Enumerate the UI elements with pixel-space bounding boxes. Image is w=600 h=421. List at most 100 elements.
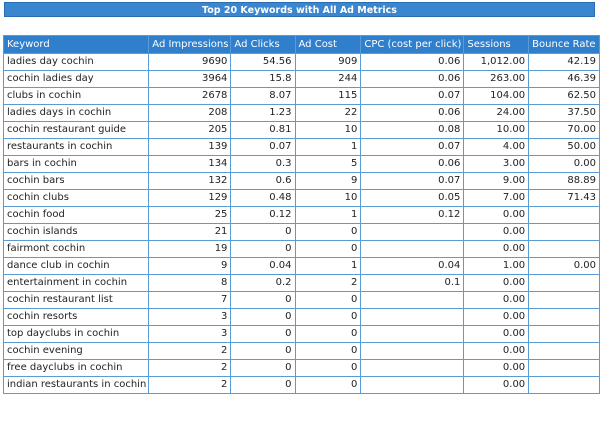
cpc-cell: 0.04 [360, 257, 465, 275]
keywords-table: Keyword Ad Impressions Ad Clicks Ad Cost… [2, 35, 600, 394]
cpc-cell: 0.1 [360, 274, 465, 292]
ad-clicks-cell: 0.04 [230, 257, 296, 275]
cpc-cell: 0.07 [360, 138, 465, 156]
table-row: cochin islands 21 0 0 0.00 [2, 223, 600, 241]
column-header-cpc: CPC (cost per click) [360, 35, 465, 54]
ad-impressions-cell: 3 [148, 325, 232, 343]
cpc-cell: 0.06 [360, 53, 465, 71]
bounce-rate-cell: 46.39 [528, 70, 600, 88]
sessions-cell: 0.00 [463, 359, 530, 377]
cpc-cell [360, 240, 465, 258]
bounce-rate-cell: 71.43 [528, 189, 600, 207]
column-header-bounce-rate: Bounce Rate [528, 35, 600, 54]
bounce-rate-cell: 88.89 [528, 172, 600, 190]
table-row: dance club in cochin 9 0.04 1 0.04 1.00 0.00 [2, 257, 600, 275]
sessions-cell: 0.00 [463, 206, 530, 224]
bounce-rate-cell: 42.19 [528, 53, 600, 71]
table-row: indian restaurants in cochin 2 0 0 0.00 [2, 376, 600, 394]
table-row: clubs in cochin 2678 8.07 115 0.07 104.00 62.5… [2, 87, 600, 105]
ad-clicks-cell: 1.23 [230, 104, 296, 122]
ad-clicks-cell: 0 [230, 308, 296, 326]
ad-impressions-cell: 3964 [148, 70, 232, 88]
keyword-cell: cochin clubs [2, 189, 150, 207]
ad-impressions-cell: 19 [148, 240, 232, 258]
cpc-cell: 0.07 [360, 87, 465, 105]
keyword-cell: cochin resorts [2, 308, 150, 326]
table-row: cochin restaurant list 7 0 0 0.00 [2, 291, 600, 309]
ad-cost-cell: 10 [294, 189, 362, 207]
ad-impressions-cell: 132 [148, 172, 232, 190]
bounce-rate-cell [528, 240, 600, 258]
ad-clicks-cell: 0.6 [230, 172, 296, 190]
ad-impressions-cell: 134 [148, 155, 232, 173]
bounce-rate-cell: 0.00 [528, 155, 600, 173]
cpc-cell: 0.08 [360, 121, 465, 139]
ad-cost-cell: 1 [294, 257, 362, 275]
cpc-cell [360, 376, 465, 394]
ad-cost-cell: 0 [294, 359, 362, 377]
keyword-cell: dance club in cochin [2, 257, 150, 275]
ad-clicks-cell: 0 [230, 342, 296, 360]
sessions-cell: 0.00 [463, 376, 530, 394]
table-row: cochin evening 2 0 0 0.00 [2, 342, 600, 360]
sessions-cell: 0.00 [463, 308, 530, 326]
table-row: top dayclubs in cochin 3 0 0 0.00 [2, 325, 600, 343]
column-header-keyword: Keyword [2, 35, 150, 54]
keyword-cell: clubs in cochin [2, 87, 150, 105]
sessions-cell: 9.00 [463, 172, 530, 190]
ad-impressions-cell: 208 [148, 104, 232, 122]
bounce-rate-cell [528, 291, 600, 309]
ad-cost-cell: 10 [294, 121, 362, 139]
column-header-ad-clicks: Ad Clicks [230, 35, 296, 54]
ad-impressions-cell: 3 [148, 308, 232, 326]
ad-impressions-cell: 205 [148, 121, 232, 139]
ad-cost-cell: 22 [294, 104, 362, 122]
sessions-cell: 0.00 [463, 325, 530, 343]
ad-clicks-cell: 15.8 [230, 70, 296, 88]
table-row: restaurants in cochin 139 0.07 1 0.07 4.00 50.… [2, 138, 600, 156]
ad-cost-cell: 0 [294, 308, 362, 326]
sessions-cell: 10.00 [463, 121, 530, 139]
ad-impressions-cell: 2678 [148, 87, 232, 105]
keyword-cell: cochin islands [2, 223, 150, 241]
ad-clicks-cell: 0.81 [230, 121, 296, 139]
table-row: cochin resorts 3 0 0 0.00 [2, 308, 600, 326]
sessions-cell: 4.00 [463, 138, 530, 156]
sessions-cell: 1.00 [463, 257, 530, 275]
ad-clicks-cell: 0.12 [230, 206, 296, 224]
bounce-rate-cell: 70.00 [528, 121, 600, 139]
cpc-cell [360, 325, 465, 343]
keyword-cell: top dayclubs in cochin [2, 325, 150, 343]
ad-impressions-cell: 25 [148, 206, 232, 224]
sessions-cell: 0.00 [463, 274, 530, 292]
ad-impressions-cell: 129 [148, 189, 232, 207]
ad-clicks-cell: 0 [230, 291, 296, 309]
keyword-cell: restaurants in cochin [2, 138, 150, 156]
keyword-cell: ladies days in cochin [2, 104, 150, 122]
table-row: cochin clubs 129 0.48 10 0.05 7.00 71.43 [2, 189, 600, 207]
ad-impressions-cell: 2 [148, 342, 232, 360]
sessions-cell: 0.00 [463, 291, 530, 309]
ad-clicks-cell: 0.3 [230, 155, 296, 173]
keyword-cell: cochin restaurant list [2, 291, 150, 309]
ad-cost-cell: 0 [294, 240, 362, 258]
bounce-rate-cell: 37.50 [528, 104, 600, 122]
ad-impressions-cell: 9 [148, 257, 232, 275]
ad-clicks-cell: 8.07 [230, 87, 296, 105]
ad-clicks-cell: 0 [230, 325, 296, 343]
cpc-cell: 0.12 [360, 206, 465, 224]
ad-cost-cell: 9 [294, 172, 362, 190]
ad-impressions-cell: 9690 [148, 53, 232, 71]
keyword-cell: free dayclubs in cochin [2, 359, 150, 377]
table-row: ladies days in cochin 208 1.23 22 0.06 24.00 3… [2, 104, 600, 122]
cpc-cell: 0.07 [360, 172, 465, 190]
sessions-cell: 0.00 [463, 342, 530, 360]
sessions-cell: 24.00 [463, 104, 530, 122]
ad-cost-cell: 0 [294, 223, 362, 241]
keyword-cell: cochin bars [2, 172, 150, 190]
bounce-rate-cell [528, 223, 600, 241]
bounce-rate-cell [528, 308, 600, 326]
table-row: free dayclubs in cochin 2 0 0 0.00 [2, 359, 600, 377]
keyword-cell: indian restaurants in cochin [2, 376, 150, 394]
ad-cost-cell: 1 [294, 206, 362, 224]
